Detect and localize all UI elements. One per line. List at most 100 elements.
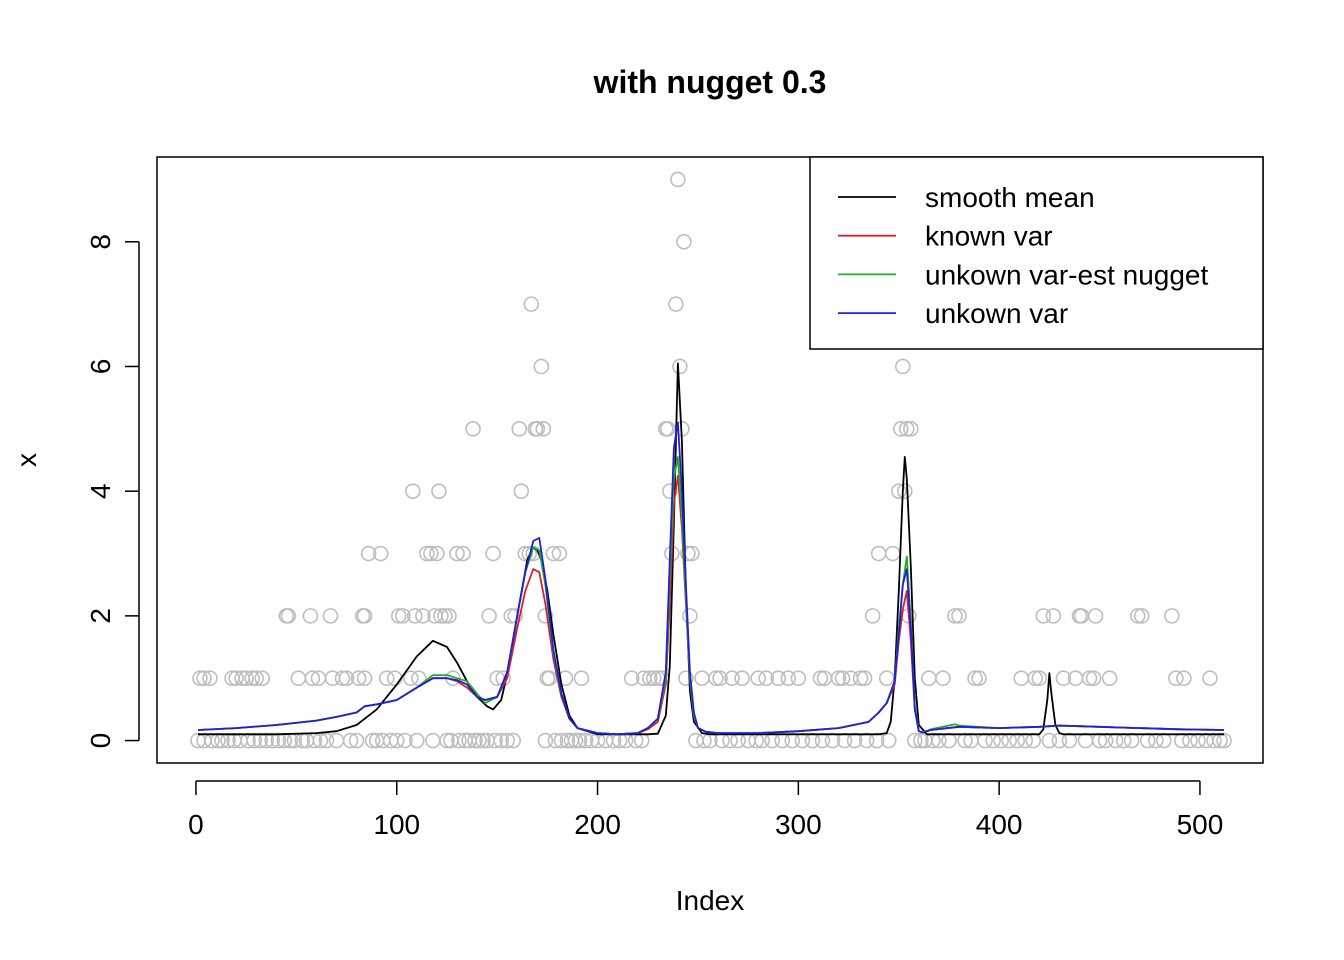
data-point — [360, 545, 377, 562]
data-point — [935, 670, 951, 687]
data-point — [740, 732, 756, 749]
y-axis-label: x — [11, 453, 42, 467]
data-point — [487, 732, 503, 749]
data-point — [724, 670, 740, 687]
data-point — [551, 545, 568, 562]
data-point — [680, 545, 696, 562]
data-point — [712, 670, 728, 687]
data-point — [567, 732, 584, 749]
data-point — [322, 608, 339, 624]
data-point — [302, 608, 319, 624]
data-point — [441, 608, 457, 624]
data-point — [1129, 608, 1146, 624]
data-point — [951, 608, 967, 624]
data-point — [1027, 670, 1044, 687]
data-point — [682, 608, 698, 624]
y-tick-label: 6 — [85, 359, 116, 375]
data-point — [537, 732, 554, 749]
x-axis: 0 100 200 300 400 500 — [188, 780, 1224, 840]
data-point — [890, 483, 907, 499]
data-point — [1176, 670, 1192, 687]
data-point — [559, 732, 576, 749]
data-point — [921, 670, 937, 687]
y-tick-label: 8 — [85, 234, 116, 250]
data-point — [1009, 732, 1026, 749]
data-point — [577, 732, 594, 749]
data-point — [338, 670, 355, 687]
data-point — [856, 670, 873, 687]
data-point — [334, 670, 351, 687]
data-point — [423, 545, 439, 562]
data-point — [356, 670, 373, 687]
data-point — [541, 670, 558, 687]
data-point — [196, 670, 212, 687]
data-point — [388, 732, 405, 749]
data-point — [409, 732, 425, 749]
y-tick-label: 2 — [85, 608, 116, 624]
data-point — [471, 732, 487, 749]
data-point — [1164, 608, 1180, 624]
data-point — [852, 670, 869, 687]
data-point — [1107, 732, 1124, 749]
data-point — [1041, 732, 1058, 749]
data-point — [1139, 732, 1156, 749]
data-point — [394, 608, 411, 624]
data-point — [597, 732, 614, 749]
data-point — [880, 732, 897, 749]
data-point — [547, 732, 564, 749]
data-point — [1101, 670, 1118, 687]
data-point — [676, 233, 692, 250]
data-point — [505, 732, 522, 749]
data-point — [1190, 732, 1206, 749]
data-point — [892, 421, 909, 437]
data-point — [1174, 732, 1190, 749]
data-point — [405, 483, 421, 499]
series-line-2 — [197, 474, 1225, 736]
data-point — [364, 732, 381, 749]
data-point — [517, 545, 534, 562]
data-point — [750, 670, 766, 687]
data-point — [1045, 608, 1062, 624]
data-point — [1085, 670, 1102, 687]
data-point — [437, 608, 453, 624]
data-point — [1115, 732, 1132, 749]
x-tick-label: 500 — [1177, 809, 1224, 840]
x-tick-label: 400 — [976, 809, 1023, 840]
data-point — [328, 732, 345, 749]
data-point — [1133, 608, 1150, 624]
data-point — [1123, 732, 1140, 749]
x-tick-label: 0 — [188, 809, 204, 840]
legend-label: unkown var — [925, 298, 1068, 329]
data-point — [429, 545, 445, 562]
data-point — [623, 670, 640, 687]
data-point — [378, 670, 395, 687]
data-point — [1156, 732, 1172, 749]
data-point — [533, 358, 550, 375]
data-point — [870, 545, 887, 562]
data-point — [192, 670, 208, 687]
data-point — [902, 421, 919, 437]
data-point — [425, 732, 441, 749]
data-point — [390, 608, 407, 624]
series-line-4 — [197, 421, 1225, 736]
x-tick-label: 200 — [574, 809, 621, 840]
data-point — [977, 732, 993, 749]
legend-label: unkown var-est nugget — [925, 259, 1209, 290]
data-point — [1017, 732, 1034, 749]
data-point — [662, 483, 678, 499]
data-point — [571, 732, 588, 749]
data-point — [993, 732, 1009, 749]
data-point — [481, 608, 497, 624]
data-point — [511, 421, 528, 437]
data-point — [202, 670, 218, 687]
data-point — [465, 421, 481, 437]
data-point — [1147, 732, 1164, 749]
data-point — [573, 670, 590, 687]
data-point — [467, 732, 483, 749]
data-point — [864, 608, 881, 624]
data-point — [1198, 732, 1214, 749]
data-point — [894, 358, 911, 375]
data-point — [790, 670, 807, 687]
data-point — [1182, 732, 1198, 749]
